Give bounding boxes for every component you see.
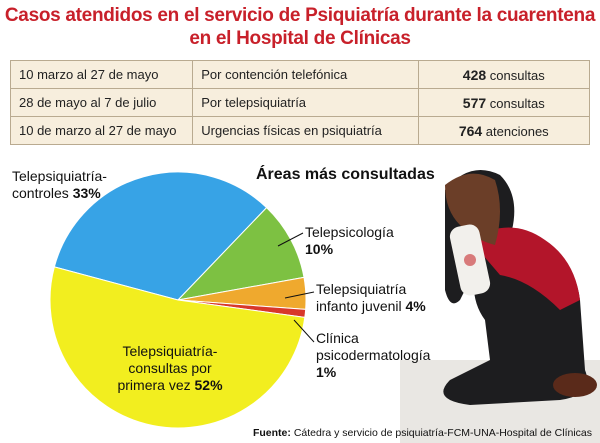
slice-percent: 1% — [316, 364, 337, 380]
slice-name: Telepsicología — [305, 224, 394, 240]
slice-percent: 10% — [305, 241, 334, 257]
leader-lines — [277, 232, 315, 343]
amount-cell: 764 atenciones — [417, 116, 591, 145]
amount-unit: atenciones — [485, 123, 549, 139]
amount-value: 428 — [462, 66, 487, 83]
slice-label: Clínica psicodermatología 1% — [316, 330, 446, 381]
slice-percent: 52% — [194, 377, 223, 393]
source-text: Cátedra y servicio de psiquiatría-FCM-UN… — [293, 427, 592, 439]
slice-name: Clínica psicodermatología — [316, 330, 431, 363]
slice-label: Telepsicología 10% — [305, 224, 415, 258]
amount-unit: consultas — [489, 67, 545, 83]
slice-percent: 4% — [405, 298, 426, 314]
period-cell: 10 marzo al 27 de mayo — [9, 60, 194, 89]
leader-line — [277, 232, 304, 247]
amount-cell: 577 consultas — [417, 88, 591, 117]
slice-percent: 33% — [72, 185, 101, 201]
table-row: 10 marzo al 27 de mayo Por contención tel… — [9, 60, 591, 89]
amount-value: 764 — [458, 122, 483, 139]
slice-name: Telepsiquiatría-consultas por primera ve… — [117, 343, 218, 393]
period-cell: 28 de mayo al 7 de julio — [9, 88, 194, 117]
sweater — [470, 227, 580, 310]
amount-unit: consultas — [489, 95, 545, 111]
photo — [400, 170, 600, 443]
slice-name: Telepsiquiatría infanto juvenil — [316, 281, 407, 314]
slice-label: Telepsiquiatría-controles 33% — [12, 168, 122, 202]
type-cell: Por contención telefónica — [192, 60, 419, 89]
table-row: 10 de marzo al 27 de mayo Urgencias físic… — [9, 116, 591, 145]
leader-line — [293, 319, 315, 343]
amount-value: 577 — [462, 94, 487, 111]
leader-line — [284, 291, 315, 299]
type-cell: Urgencias físicas en psiquiatría — [192, 116, 419, 145]
hair — [445, 173, 500, 245]
amount-cell: 428 consultas — [417, 60, 591, 89]
pie-slice — [53, 171, 268, 301]
period-cell: 10 de marzo al 27 de mayo — [9, 116, 194, 145]
chart-title: Áreas más consultadas — [256, 166, 435, 183]
type-cell: Por telepsiquiatría — [192, 88, 419, 117]
slice-label: Telepsiquiatría infanto juvenil 4% — [316, 281, 441, 315]
shoe — [553, 373, 597, 397]
title: Casos atendidos en el servicio de Psiqui… — [4, 5, 596, 49]
source: Fuente: Cátedra y servicio de psiquiatrí… — [253, 427, 592, 439]
pie — [49, 171, 307, 429]
mask-print — [464, 254, 476, 266]
slice-name: Telepsiquiatría-controles — [12, 168, 107, 201]
source-label: Fuente: — [252, 427, 291, 439]
table-row: 28 de mayo al 7 de julio Por telepsiquiat… — [9, 88, 591, 117]
pie-slice — [49, 266, 306, 429]
cases-table: 10 marzo al 27 de mayo Por contención tel… — [9, 60, 591, 145]
slice-label: Telepsiquiatría-consultas por primera ve… — [105, 343, 235, 394]
